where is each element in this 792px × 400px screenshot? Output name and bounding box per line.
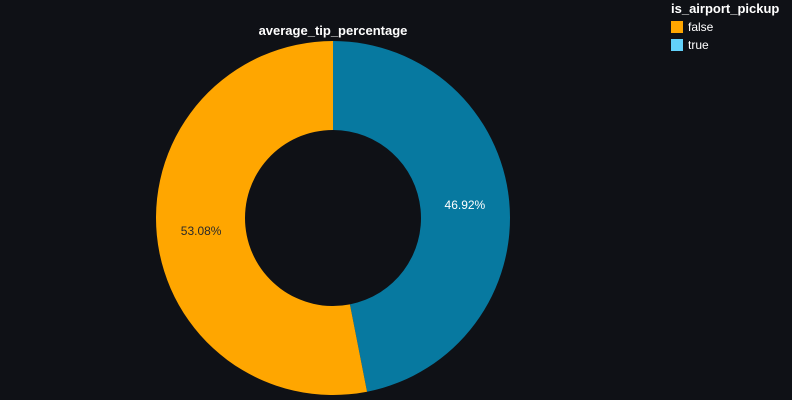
donut-slices xyxy=(155,41,510,396)
slice-label-false: 53.08% xyxy=(181,224,222,238)
legend: is_airport_pickup false true xyxy=(671,1,779,52)
legend-title: is_airport_pickup xyxy=(671,1,779,16)
slice-true[interactable] xyxy=(333,41,510,392)
slice-label-true: 46.92% xyxy=(445,198,486,212)
legend-label-false: false xyxy=(688,20,714,34)
legend-item-false[interactable]: false xyxy=(671,20,714,34)
donut-slice-labels: 46.92% 53.08% xyxy=(181,198,486,238)
chart-title: average_tip_percentage xyxy=(259,23,408,38)
legend-swatch-true xyxy=(671,39,683,51)
legend-item-true[interactable]: true xyxy=(671,38,709,52)
legend-items: false true xyxy=(671,20,714,52)
legend-swatch-false xyxy=(671,21,683,33)
legend-label-true: true xyxy=(688,38,709,52)
slice-false[interactable] xyxy=(155,41,368,396)
